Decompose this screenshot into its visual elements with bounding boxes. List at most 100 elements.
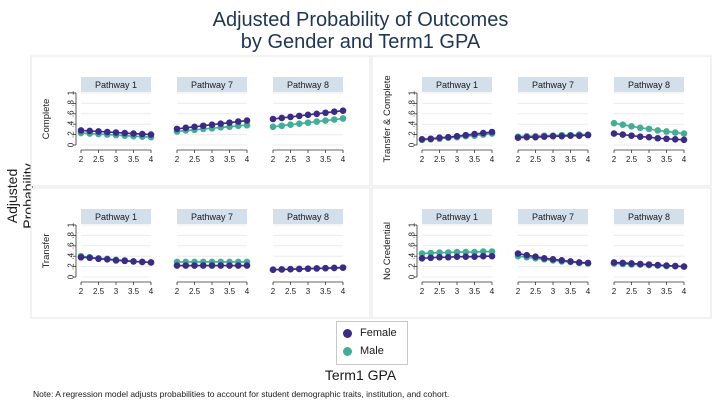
- panel-transfer-and-complete-facet-pathway-8-x-tick-label-3: 3.5: [661, 155, 673, 164]
- legend-item-female: Female: [343, 327, 397, 339]
- panel-transfer-and-complete-facet-pathway-8-male-point-7: [671, 129, 679, 136]
- panel-complete-facet-pathway-8-strip: [273, 77, 343, 92]
- panel-transfer-facet-pathway-8-strip: [273, 209, 343, 224]
- panel-complete-facet-pathway-1-female-point-1: [86, 127, 94, 135]
- panel-transfer-facet-pathway-7-x-tick-label-4: 4: [245, 287, 250, 296]
- panel-complete-facet-pathway-8-female-point-3: [295, 112, 303, 120]
- panel-complete-facet-pathway-8-strip-label: Pathway 8: [287, 80, 329, 90]
- panel-no-credential-y-tick-label-4: .8: [408, 232, 417, 239]
- footnote: Note: A regression model adjusts probabi…: [33, 389, 450, 399]
- panel-transfer-and-complete-y-tick-label-0: 0: [408, 142, 417, 147]
- panel-complete-facet-pathway-8-male-point-4: [304, 119, 312, 126]
- panel-no-credential-facet-pathway-1-x-tick-label-2: 3: [455, 287, 460, 296]
- panel-complete-facet-pathway-7-x-tick-label-1: 2.5: [189, 155, 201, 164]
- panel-transfer-and-complete-facet-pathway-1-female-point-6: [471, 130, 478, 138]
- panel-complete-facet-pathway-8-male-point-0: [269, 123, 277, 131]
- panel-transfer-facet-pathway-8-x-tick-label-4: 4: [341, 287, 346, 296]
- panel-no-credential-facet-pathway-1-x-tick-label-3: 3.5: [469, 287, 481, 296]
- panel-no-credential-y-tick-label-0: 0: [408, 274, 417, 279]
- panel-no-credential-facet-pathway-1-x-tick-label-1: 2.5: [434, 287, 446, 296]
- panel-transfer-and-complete-facet-pathway-7-female-point-2: [532, 133, 539, 141]
- panel-transfer-and-complete-facet-pathway-8-female-point-2: [628, 132, 635, 139]
- panel-transfer-and-complete-facet-pathway-8-female-point-7: [671, 135, 679, 143]
- panel-transfer-and-complete-facet-pathway-8-male-point-6: [663, 128, 670, 135]
- panel-no-credential-facet-pathway-7-female-point-3: [540, 254, 548, 262]
- panel-transfer-facet-pathway-7-strip: [177, 209, 247, 224]
- panel-transfer-facet-pathway-1-x-tick-label-2: 3: [114, 287, 119, 296]
- panel-no-credential-facet-pathway-1-male-point-2: [436, 249, 443, 256]
- legend-label-male: Male: [360, 345, 384, 357]
- panel-transfer-and-complete-y-tick-label-1: .2: [408, 131, 417, 138]
- panel-transfer-and-complete-facet-pathway-1-female-point-3: [444, 133, 452, 141]
- panel-transfer-y-tick-label-3: .6: [67, 242, 76, 249]
- panel-no-credential-facet-pathway-7-strip: [518, 209, 588, 224]
- panel-transfer-facet-pathway-8-female-point-4: [304, 265, 312, 272]
- panel-complete-facet-pathway-8-female-point-0: [269, 115, 277, 123]
- panel-transfer-and-complete-y-tick-label-4: .8: [408, 100, 417, 107]
- panel-transfer-and-complete-facet-pathway-8-male-point-5: [654, 127, 662, 134]
- chart-title-line-2: by Gender and Term1 GPA: [240, 31, 481, 53]
- panel-complete-facet-pathway-8-female-point-1: [278, 114, 286, 122]
- legend: Female Male: [336, 321, 408, 365]
- panel-transfer-facet-pathway-1-female-point-0: [77, 253, 85, 261]
- panel-transfer-facet-pathway-7-x-tick-label-1: 2.5: [189, 287, 201, 296]
- panel-complete-facet-pathway-7-female-point-8: [243, 117, 251, 124]
- panel-complete-facet-pathway-7-x-tick-label-0: 2: [175, 155, 180, 164]
- panel-transfer-and-complete-facet-pathway-1-female-point-2: [436, 134, 443, 142]
- panel-no-credential-facet-pathway-8-strip-label: Pathway 8: [628, 212, 670, 222]
- panel-no-credential-facet-pathway-1-female-point-6: [471, 253, 478, 261]
- panel-complete-facet-pathway-8-male-point-5: [313, 118, 321, 125]
- panel-transfer-facet-pathway-8-female-point-5: [313, 265, 321, 272]
- panel-complete-facet-pathway-7-x-tick-label-2: 3: [210, 155, 215, 164]
- panel-complete-facet-pathway-8-x-tick-label-3: 3.5: [320, 155, 332, 164]
- panel-complete-facet-pathway-8-male-point-3: [295, 120, 303, 127]
- panel-no-credential-facet-pathway-1-male-point-3: [444, 249, 452, 256]
- panel-complete-facet-pathway-1-strip: [81, 77, 151, 92]
- panel-no-credential-facet-pathway-7-female-point-0: [514, 250, 522, 257]
- panel-no-credential-y-tick-label-3: .6: [408, 242, 417, 249]
- panel-complete-facet-pathway-7-strip-label: Pathway 7: [191, 80, 233, 90]
- panel-no-credential-y-tick-label-5: 1: [408, 222, 417, 227]
- panel-complete-facet-pathway-8-female-point-7: [330, 108, 338, 116]
- panel-transfer-facet-pathway-1-strip: [81, 209, 151, 224]
- panel-no-credential-facet-pathway-1-male-point-4: [453, 248, 461, 256]
- panel-no-credential-facet-pathway-7-female-point-7: [575, 259, 583, 266]
- panel-complete-facet-pathway-8-x-tick-label-4: 4: [341, 155, 346, 164]
- panel-no-credential-outcome-label: No Credential: [382, 222, 393, 280]
- panel-no-credential-facet-pathway-1-female-point-2: [436, 253, 443, 261]
- panel-complete-y-tick-label-3: .6: [67, 110, 76, 117]
- panel-transfer-and-complete-facet-pathway-8-male-point-1: [619, 121, 627, 129]
- panel-transfer-and-complete-facet-pathway-1-strip: [422, 77, 492, 92]
- panel-no-credential-facet-pathway-8-x-tick-label-0: 2: [612, 287, 617, 296]
- panel-transfer-facet-pathway-1-female-point-7: [138, 258, 146, 266]
- panel-transfer-facet-pathway-8-x-tick-label-2: 3: [306, 287, 311, 296]
- panel-no-credential-facet-pathway-8-female-point-8: [680, 263, 688, 270]
- panel-transfer-and-complete-facet-pathway-8-x-tick-label-1: 2.5: [626, 155, 638, 164]
- panel-complete-facet-pathway-8-female-point-8: [339, 107, 347, 114]
- panel-complete-facet-pathway-8-female-point-6: [322, 109, 329, 117]
- panel-no-credential-facet-pathway-8-x-tick-label-3: 3.5: [661, 287, 673, 296]
- panel-no-credential-facet-pathway-8-female-point-0: [610, 259, 618, 266]
- panel-complete-facet-pathway-1-female-point-8: [147, 131, 155, 138]
- panel-complete-facet-pathway-8-female-point-2: [287, 113, 294, 121]
- panel-transfer-facet-pathway-8-x-tick-label-3: 3.5: [320, 287, 332, 296]
- panel-no-credential-facet-pathway-1-male-point-0: [418, 250, 426, 257]
- panel-transfer-facet-pathway-8-female-point-1: [278, 266, 286, 273]
- legend-swatch-male: [343, 346, 352, 356]
- panel-no-credential-facet-pathway-7-x-tick-label-0: 2: [516, 287, 521, 296]
- panel-transfer-facet-pathway-1-female-point-5: [121, 257, 129, 265]
- panel-complete-facet-pathway-1-female-point-6: [130, 130, 137, 137]
- panel-transfer-and-complete-y-tick-label-2: .4: [408, 120, 417, 127]
- panel-transfer-facet-pathway-7-female-point-2: [191, 262, 198, 269]
- panel-complete-facet-pathway-1-female-point-4: [112, 129, 120, 136]
- panel-transfer-facet-pathway-7-female-point-4: [208, 262, 216, 269]
- panel-no-credential-facet-pathway-8-x-tick-label-4: 4: [682, 287, 687, 296]
- panel-transfer-and-complete-facet-pathway-7-female-point-3: [540, 133, 548, 140]
- panel-no-credential-facet-pathway-8-female-point-5: [654, 261, 662, 269]
- x-axis-label: Term1 GPA: [324, 367, 397, 383]
- panel-transfer-facet-pathway-1-female-point-1: [86, 254, 94, 262]
- panel-transfer-and-complete-outcome-label: Transfer & Complete: [382, 75, 393, 162]
- panel-transfer-facet-pathway-8-strip-label: Pathway 8: [287, 212, 329, 222]
- panel-transfer-and-complete-facet-pathway-1-female-point-1: [427, 135, 435, 143]
